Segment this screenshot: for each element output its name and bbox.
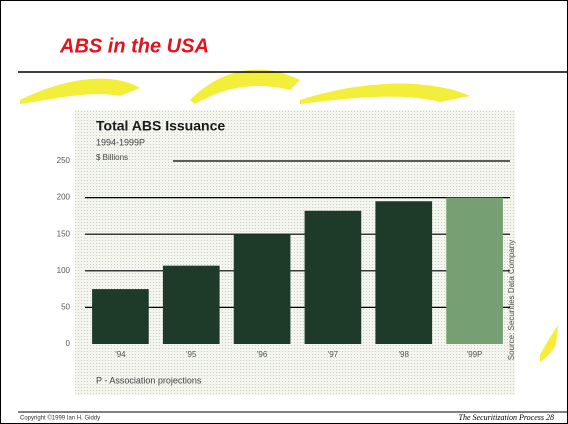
- footer-copyright: Copyright ©1999 Ian H. Giddy: [20, 415, 100, 422]
- brush-stroke: [540, 325, 558, 362]
- x-tick-label: '95: [186, 350, 197, 359]
- chart-note: P - Association projections: [96, 375, 202, 385]
- bar: [446, 197, 503, 344]
- chart-title: Total ABS Issuance: [96, 118, 225, 134]
- y-axis-unit: $ Billions: [96, 153, 128, 162]
- x-tick-label: '96: [257, 350, 268, 359]
- brush-stroke: [190, 69, 300, 104]
- y-tick-label: 100: [57, 266, 71, 275]
- brush-stroke: [300, 83, 470, 104]
- slide-title: ABS in the USA: [59, 35, 209, 57]
- y-tick-label: 50: [61, 303, 70, 312]
- y-tick-label: 200: [57, 193, 71, 202]
- x-tick-label: '98: [399, 350, 410, 359]
- x-tick-label: '99P: [467, 350, 483, 359]
- x-tick-label: '97: [328, 350, 339, 359]
- bar: [92, 289, 149, 344]
- y-tick-label: 0: [66, 339, 71, 348]
- footer-title: The Securitization Process: [459, 413, 544, 422]
- bar: [162, 265, 220, 344]
- x-tick-label: '94: [115, 350, 126, 359]
- chart-subtitle: 1994-1999P: [96, 137, 145, 147]
- y-tick-label: 150: [57, 229, 71, 238]
- bar: [233, 234, 291, 344]
- y-tick-label: 250: [57, 156, 71, 165]
- brush-stroke: [20, 78, 140, 104]
- footer-page: 28: [546, 413, 554, 422]
- chart-source: Source: Securities Data Company: [507, 240, 516, 361]
- bar: [375, 201, 433, 344]
- bar: [304, 210, 362, 344]
- chart-panel: [75, 110, 515, 395]
